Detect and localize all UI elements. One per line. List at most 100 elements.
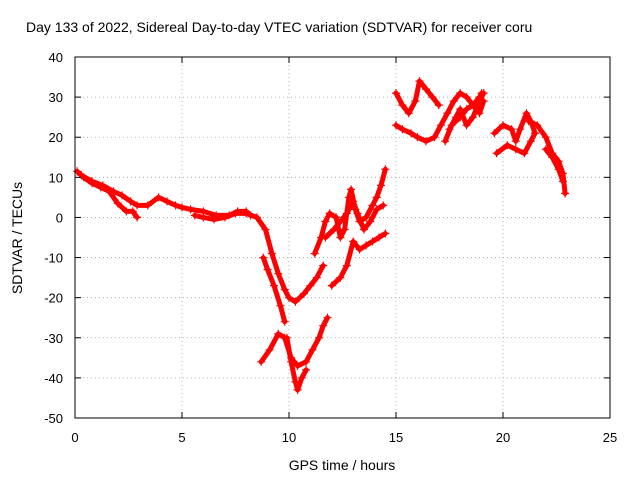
data-point-marker: [422, 137, 430, 146]
data-point-marker: [163, 197, 171, 206]
data-point-marker: [315, 333, 323, 342]
data-point-marker: [366, 217, 375, 226]
chart-title: Day 133 of 2022, Sidereal Day-to-day VTE…: [26, 19, 532, 35]
data-point-marker: [368, 201, 377, 210]
data-point-marker: [477, 89, 486, 98]
data-point-marker: [462, 105, 471, 114]
data-point-marker: [449, 97, 458, 106]
data-point-marker: [329, 225, 338, 234]
series-arc-10: [392, 77, 443, 118]
data-point-marker: [109, 187, 118, 196]
data-point-marker: [270, 281, 278, 290]
data-point-marker: [428, 93, 437, 102]
data-point-marker: [347, 185, 356, 194]
data-point-marker: [327, 281, 336, 290]
data-point-marker: [443, 109, 452, 118]
data-point-marker: [98, 181, 107, 190]
data-point-marker: [413, 133, 422, 142]
data-point-marker: [323, 313, 332, 322]
data-point-marker: [297, 373, 306, 382]
data-point-marker: [430, 133, 439, 142]
data-point-marker: [362, 241, 370, 250]
data-point-marker: [372, 193, 381, 202]
data-point-marker: [267, 249, 276, 258]
data-point-marker: [293, 361, 302, 370]
data-point-marker: [280, 285, 289, 294]
series-trace: [284, 335, 309, 393]
series-trace: [393, 78, 442, 116]
data-point-marker: [533, 121, 542, 130]
data-point-marker: [436, 121, 445, 130]
data-point-marker: [118, 191, 127, 200]
data-point-marker: [503, 141, 512, 150]
y-tick-label: 30: [49, 90, 63, 105]
series-arc-8: [321, 197, 388, 242]
data-point-marker: [276, 301, 285, 310]
data-point-marker: [469, 101, 477, 110]
y-tick-label: 40: [49, 50, 63, 65]
series-layer: [73, 77, 570, 394]
data-point-marker: [257, 357, 266, 366]
data-point-marker: [548, 153, 557, 162]
data-point-marker: [511, 145, 520, 154]
data-point-marker: [499, 121, 507, 130]
data-point-marker: [526, 137, 535, 146]
data-point-marker: [355, 245, 364, 254]
series-trace: [322, 198, 386, 240]
data-point-marker: [171, 201, 180, 210]
data-point-marker: [524, 117, 533, 126]
series-arc-2: [77, 171, 255, 220]
series-arc-5: [257, 313, 332, 370]
data-point-marker: [302, 365, 311, 374]
data-point-marker: [368, 237, 377, 246]
data-point-marker: [321, 233, 330, 242]
data-point-marker: [349, 237, 358, 246]
x-tick-label: 10: [282, 430, 296, 445]
data-point-marker: [441, 137, 450, 146]
data-point-marker: [447, 121, 456, 130]
data-point-marker: [321, 217, 330, 226]
data-point-marker: [280, 317, 289, 326]
data-point-marker: [319, 321, 328, 330]
series-arc-9: [327, 229, 390, 290]
data-point-marker: [285, 293, 293, 302]
data-point-marker: [291, 297, 300, 306]
data-point-marker: [128, 207, 137, 216]
data-point-marker: [325, 209, 334, 218]
y-tick-label: 0: [56, 210, 63, 225]
data-point-marker: [178, 203, 186, 212]
data-point-marker: [274, 329, 283, 338]
data-point-marker: [374, 233, 383, 242]
data-point-marker: [126, 197, 135, 206]
data-point-marker: [133, 213, 142, 222]
data-point-marker: [336, 273, 345, 282]
series-trace: [494, 130, 538, 156]
data-point-marker: [287, 357, 296, 366]
y-tick-label: 20: [49, 130, 63, 145]
data-point-marker: [293, 385, 302, 394]
data-point-marker: [456, 89, 465, 98]
data-point-marker: [349, 197, 358, 206]
data-point-marker: [306, 281, 315, 290]
data-point-marker: [340, 225, 349, 234]
data-point-marker: [520, 149, 529, 158]
data-point-marker: [507, 125, 516, 134]
data-point-marker: [407, 129, 415, 138]
data-point-marker: [516, 125, 525, 134]
data-point-marker: [308, 345, 317, 354]
data-point-marker: [379, 201, 388, 210]
x-tick-label: 20: [496, 430, 510, 445]
data-point-marker: [265, 345, 274, 354]
data-point-marker: [344, 193, 353, 202]
data-point-marker: [398, 125, 407, 134]
data-point-marker: [291, 377, 300, 386]
y-axis-label: SDTVAR / TECUs: [9, 182, 25, 294]
data-point-marker: [77, 171, 86, 180]
data-point-marker: [381, 229, 390, 238]
data-point-marker: [336, 217, 345, 226]
data-point-marker: [462, 93, 471, 102]
axis-layer: 0 5 10 15 20 25 -50 -40 -30 -20 -10 0 10 20 30 40: [44, 50, 617, 445]
data-point-marker: [404, 109, 413, 118]
series-arc-6: [282, 333, 311, 394]
